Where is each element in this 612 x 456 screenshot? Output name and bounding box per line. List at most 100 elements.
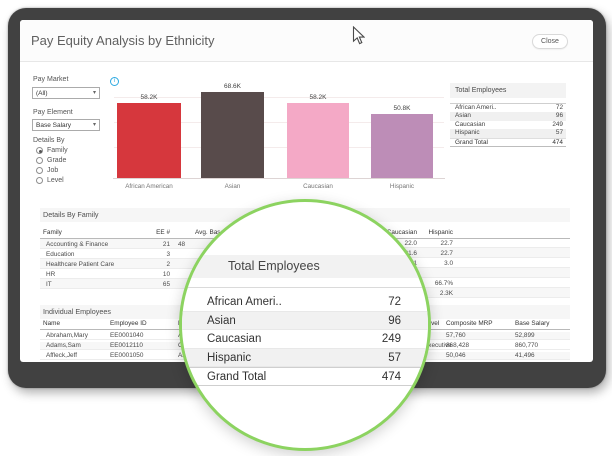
bar-value-label: 58.2K (309, 94, 327, 101)
radio-icon[interactable] (36, 147, 43, 154)
cell-hispanic: 3.0 (444, 259, 453, 267)
row-bg (320, 331, 570, 339)
table-row: Caucasian 249 (450, 121, 566, 129)
cell-ee: 10 (162, 270, 170, 278)
pay-market-dropdown[interactable]: (All) ▾ (32, 87, 100, 99)
row-label: African Ameri.. (455, 104, 497, 111)
row-label: Hispanic (207, 351, 252, 364)
row-label: Grand Total (207, 371, 267, 383)
cell-avg: 48 (178, 240, 186, 248)
device-frame: Pay Equity Analysis by Ethnicity Close P… (8, 8, 606, 388)
table-row-right: 2.3K (380, 288, 570, 298)
cell-base-salary: 41,496 (515, 351, 535, 359)
cell-employee-id: EE0001040 (110, 331, 144, 339)
bar-hispanic[interactable]: 50.8K Hispanic (371, 105, 433, 190)
magnified-table: African Ameri.. 72 Asian 96 Caucasian 24… (182, 293, 428, 386)
cell-family: Accounting & Finance (46, 240, 109, 248)
bar-african-american[interactable]: 58.2K African American (117, 94, 181, 190)
magnifier-loupe: Total Employees African Ameri.. 72 Asian… (179, 199, 431, 451)
row-label: African Ameri.. (207, 296, 282, 308)
col-employee-id: Employee ID (110, 320, 147, 327)
radio-level-label: Level (47, 177, 64, 184)
total-employees-table: Total Employees African Ameri.. 72 Asian… (450, 83, 566, 147)
cell-hispanic: 66.7% (434, 279, 453, 287)
pay-element-dropdown[interactable]: Base Salary ▾ (32, 119, 100, 131)
cursor-pointer-icon (352, 25, 366, 51)
cell-hispanic: 22.7 (440, 239, 453, 247)
row-label: Caucasian (207, 333, 262, 345)
cell-family: Healthcare Patient Care (46, 260, 115, 268)
row-value: 96 (388, 314, 401, 327)
radio-icon[interactable] (36, 167, 43, 174)
radio-icon[interactable] (36, 177, 43, 184)
pay-market-label: Pay Market (33, 76, 69, 83)
cell-family: HR (46, 270, 56, 278)
row-value: 57 (388, 351, 401, 364)
gridline (114, 122, 444, 123)
pay-element-value: Base Salary (36, 122, 72, 129)
bar-caucasian[interactable]: 58.2K Caucasian (287, 94, 349, 190)
pay-element-label: Pay Element (33, 109, 73, 116)
cell-caucasian: 22.0 (404, 239, 417, 247)
row-value: 72 (555, 104, 563, 111)
table-row: African Ameri.. 72 (450, 104, 566, 112)
cell-employee-id: EE0001050 (110, 351, 144, 359)
close-button[interactable]: Close (532, 34, 568, 49)
col-hispanic: Hispanic (428, 229, 453, 236)
bar-value-label: 68.6K (224, 83, 241, 90)
row-bg (320, 351, 570, 359)
divider (182, 287, 428, 288)
row-label: Asian (455, 112, 471, 120)
cell-employee-id: EE0012110 (110, 341, 143, 349)
table-row-right: 22.0 22.7 (380, 238, 570, 248)
table-row: Hispanic 57 (450, 129, 566, 138)
table-row-right: 66.7% (380, 278, 570, 288)
row-value: 249 (381, 333, 401, 345)
cell-name: Abraham,Mary (46, 331, 88, 339)
row-value: 72 (388, 296, 401, 308)
bar-value-label: 50.8K (393, 105, 411, 112)
col-composite-mrp: Composite MRP (446, 320, 493, 327)
radio-family-label: Family (47, 147, 68, 154)
row-value: 96 (555, 112, 563, 120)
col-level: Level (424, 320, 440, 327)
col-base-salary: Base Salary (515, 320, 550, 327)
row-label: Asian (207, 314, 236, 327)
cell-ee: 2 (166, 260, 170, 268)
bar-category-label: Caucasian (303, 183, 333, 190)
radio-grade-label: Grade (47, 157, 67, 164)
cell-ee: 21 (162, 240, 170, 248)
chevron-down-icon: ▾ (92, 122, 96, 128)
page-title: Pay Equity Analysis by Ethnicity (31, 33, 215, 48)
bar-asian[interactable]: 68.6K Asian (201, 83, 264, 190)
x-axis (113, 178, 445, 179)
row-value: 474 (552, 138, 563, 146)
cell-caucasian: 21.6 (404, 249, 417, 257)
row-value: 57 (555, 129, 563, 137)
info-icon[interactable]: i (110, 77, 119, 86)
col-caucasian: Caucasian (386, 229, 417, 236)
cell-hispanic: 2.3K (439, 289, 453, 297)
table-row-grand-total: Grand Total 474 (182, 367, 428, 386)
table-row-right (380, 268, 570, 278)
table-row: Hispanic 57 (182, 348, 428, 367)
col-name: Name (43, 320, 61, 327)
col-family: Family (43, 229, 62, 236)
bar-value-label: 58.2K (140, 94, 158, 101)
details-by-label: Details By (33, 137, 65, 144)
cell-name: Adams,Sam (46, 341, 81, 349)
radio-job-label: Job (47, 167, 59, 174)
titlebar: Pay Equity Analysis by Ethnicity Close (20, 20, 593, 62)
row-value: 474 (381, 371, 401, 383)
cell-ee: 65 (162, 280, 170, 288)
col-ee: EE # (156, 229, 170, 236)
row-label: Grand Total (455, 138, 488, 146)
cell-family: IT (46, 280, 52, 288)
app-window: Pay Equity Analysis by Ethnicity Close P… (20, 20, 593, 362)
table-row-grand-total: Grand Total 474 (450, 137, 566, 146)
gridline (114, 97, 444, 98)
bar-category-label: Hispanic (389, 183, 415, 190)
magnified-table-title: Total Employees (228, 259, 320, 273)
radio-icon[interactable] (36, 157, 43, 164)
